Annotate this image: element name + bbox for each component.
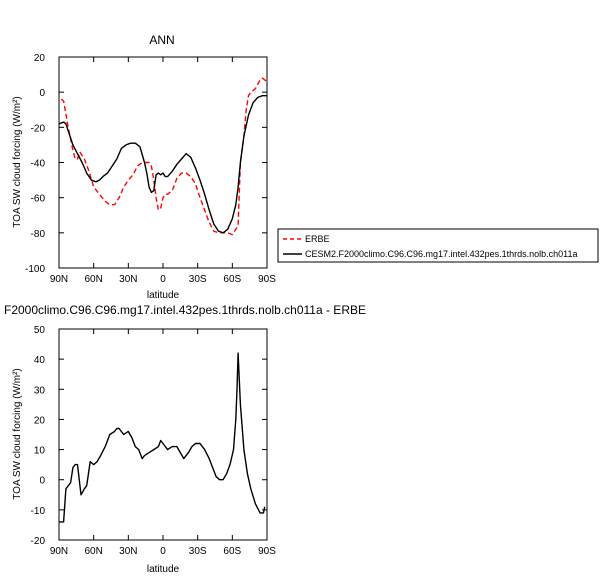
x-tick-label: 60S <box>223 274 241 285</box>
x-tick-label: 60N <box>84 274 102 285</box>
y-tick-label: 20 <box>34 53 46 64</box>
x-tick-label: 90S <box>258 546 276 557</box>
x-tick-label: 0 <box>160 546 166 557</box>
bottom-xlabel: latitude <box>147 564 180 575</box>
bottom-chart-title: F2000climo.C96.C96.mg17.intel.432pes.1th… <box>4 303 366 317</box>
legend-label-cesm2: CESM2.F2000climo.C96.C96.mg17.intel.432p… <box>305 249 578 259</box>
y-tick-label: 0 <box>39 476 45 487</box>
y-tick-label: -60 <box>31 194 46 205</box>
x-tick-label: 60N <box>84 546 102 557</box>
bottom-panel: F2000climo.C96.C96.mg17.intel.432pes.1th… <box>4 303 366 575</box>
top-plot-frame <box>58 56 268 269</box>
y-tick-label: -80 <box>31 229 46 240</box>
y-tick-label: -10 <box>31 506 46 517</box>
y-tick-label: -20 <box>31 123 46 134</box>
series-line-1-0 <box>59 352 266 523</box>
x-tick-label: 30S <box>189 546 207 557</box>
x-tick-label: 90N <box>50 546 68 557</box>
legend-box <box>277 228 599 263</box>
series-line-0-0 <box>60 77 268 236</box>
y-tick-label: -20 <box>31 536 46 547</box>
y-tick-label: 40 <box>34 355 46 366</box>
y-tick-label: -100 <box>25 264 45 275</box>
x-tick-label: 30S <box>189 274 207 285</box>
top-ylabel: TOA SW cloud forcing (W/m²) <box>12 96 23 228</box>
y-tick-label: 50 <box>34 325 46 336</box>
x-tick-label: 90N <box>50 274 68 285</box>
x-tick-label: 30N <box>119 546 137 557</box>
legend-label-erbe: ERBE <box>305 234 330 244</box>
x-tick-label: 90S <box>258 274 276 285</box>
legend: ERBE CESM2.F2000climo.C96.C96.mg17.intel… <box>277 228 599 263</box>
top-xlabel: latitude <box>147 290 180 301</box>
y-tick-label: 20 <box>34 415 46 426</box>
top-panel: ANN 90N 60N 30N 0 30S 60S 90S -100 -80 -60 -40 -20… <box>12 33 276 301</box>
series-line-0-1 <box>58 94 267 234</box>
bottom-ylabel: TOA SW cloud forcing (W/m²) <box>12 368 23 500</box>
x-tick-label: 0 <box>160 274 166 285</box>
y-tick-label: 30 <box>34 385 46 396</box>
bottom-plot-frame <box>58 328 268 541</box>
top-chart-title: ANN <box>149 33 174 47</box>
x-tick-label: 60S <box>223 546 241 557</box>
x-tick-label: 30N <box>119 274 137 285</box>
y-tick-label: 0 <box>39 88 45 99</box>
y-tick-label: 10 <box>34 446 46 457</box>
y-tick-label: -40 <box>31 159 46 170</box>
